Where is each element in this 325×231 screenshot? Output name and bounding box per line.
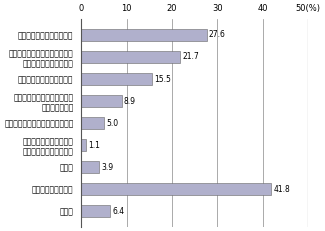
- Bar: [81, 95, 122, 107]
- Bar: [81, 51, 180, 63]
- Text: 3.9: 3.9: [101, 163, 113, 172]
- Bar: [81, 205, 110, 217]
- Bar: [81, 117, 104, 129]
- Text: 6.4: 6.4: [112, 207, 125, 216]
- Text: 21.7: 21.7: [182, 52, 199, 61]
- Bar: [81, 161, 99, 173]
- Bar: [81, 29, 207, 41]
- Text: 15.5: 15.5: [154, 75, 171, 84]
- Text: 1.1: 1.1: [88, 141, 100, 150]
- Bar: [81, 139, 86, 151]
- Text: 27.6: 27.6: [209, 30, 226, 40]
- Text: 5.0: 5.0: [106, 119, 118, 128]
- Text: 8.9: 8.9: [124, 97, 136, 106]
- Text: 41.8: 41.8: [273, 185, 290, 194]
- Bar: [81, 183, 271, 195]
- Bar: [81, 73, 151, 85]
